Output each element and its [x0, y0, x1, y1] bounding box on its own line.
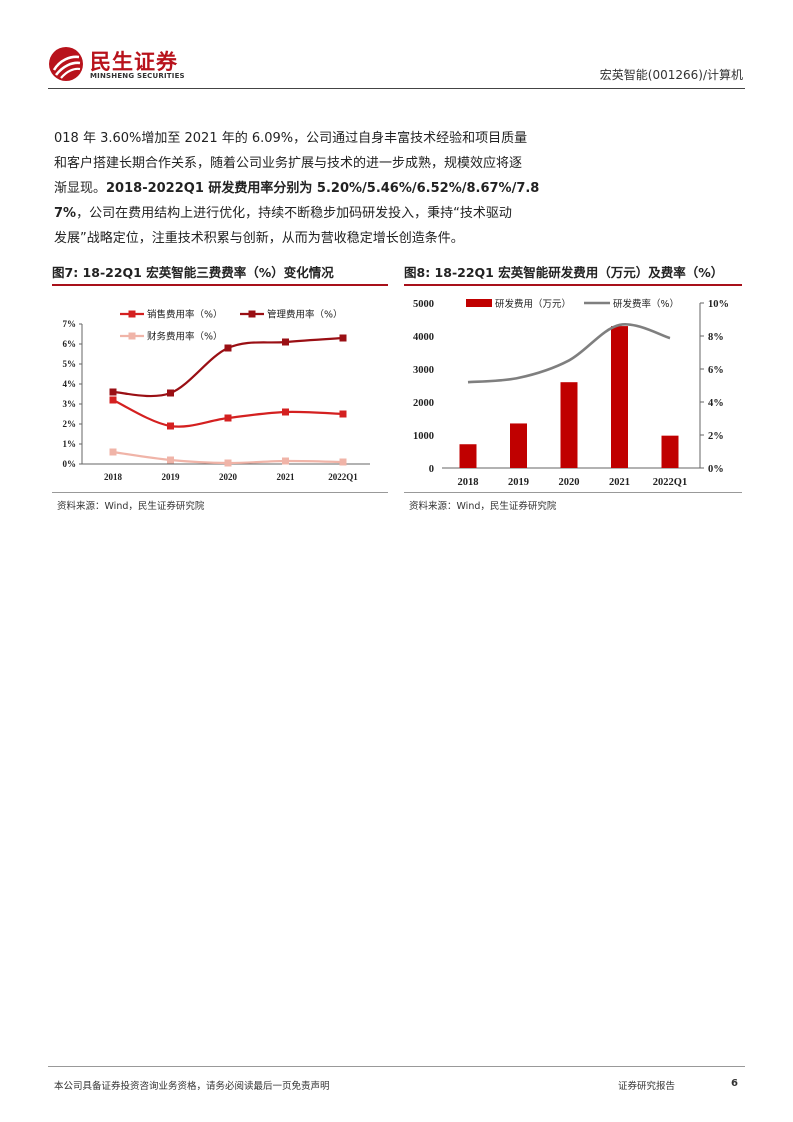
line-text: 018 年 3.60%增加至 2021 年的 6.09%，公司通过自身丰富技术经… [54, 131, 528, 146]
figure-source: 资料来源：Wind，民生证券研究院 [57, 501, 205, 512]
y-tick-label: 2% [63, 419, 77, 429]
figure-7: 图7: 18-22Q1 宏英智能三费费率（%）变化情况 0% 1% 2% 3% 4% 5%… [52, 262, 388, 514]
brand-name-en: MINSHENG SECURITIES [90, 72, 185, 80]
figure-title-rule [404, 284, 742, 286]
legend-marker [248, 310, 256, 318]
x-tick-label: 2018 [458, 477, 479, 488]
y-tick-label: 0 [429, 464, 434, 475]
footer-divider [48, 1066, 745, 1067]
y-tick-label: 5000 [413, 299, 434, 310]
y2-tick-label: 10% [708, 299, 729, 310]
header-divider [48, 88, 745, 89]
series-line [467, 323, 671, 384]
x-tick-label: 2019 [508, 477, 529, 488]
bar [510, 423, 527, 468]
legend-marker [128, 310, 136, 318]
paragraph-line: 和客户搭建长期合作关系，随着公司业务扩展与技术的进一步成熟，规模效应将逐 [54, 151, 544, 176]
x-tick-label: 2022Q1 [653, 477, 687, 488]
y2-tick-label: 6% [708, 365, 724, 376]
data-point [109, 388, 117, 396]
paragraph-line: 渐显现。2018-2022Q1 研发费用率分别为 5.20%/5.46%/6.5… [54, 176, 544, 201]
y-tick-label: 1000 [413, 431, 434, 442]
footer-disclaimer: 本公司具备证券投资咨询业务资格，请务必阅读最后一页免责声明 [54, 1081, 330, 1092]
data-point [339, 410, 347, 418]
data-point [224, 344, 232, 352]
figure-title: 图7: 18-22Q1 宏英智能三费费率（%）变化情况 [52, 265, 334, 280]
legend-label: 管理费用率（%） [267, 309, 343, 321]
x-tick-label: 2020 [559, 477, 580, 488]
data-point [167, 389, 174, 397]
legend-swatch [466, 299, 492, 307]
paragraph-line: 7%，公司在费用结构上进行优化，持续不断稳步加码研发投入，秉持“技术驱动 [54, 201, 544, 226]
data-point [339, 458, 347, 466]
x-tick-label: 2019 [162, 472, 181, 482]
bar [560, 382, 578, 468]
y-tick-label: 7% [63, 319, 77, 329]
y-tick-label: 0% [63, 459, 77, 469]
y2-tick-label: 0% [708, 464, 724, 475]
legend-label: 销售费用率（%） [147, 309, 223, 321]
document-reference: 宏英智能(001266)/计算机 [599, 68, 743, 82]
minsheng-logo-icon [49, 47, 83, 81]
y-tick-label: 2000 [413, 398, 434, 409]
bar [611, 326, 628, 468]
x-tick-label: 2021 [609, 477, 630, 488]
line-text: 渐显现。 [54, 181, 107, 196]
figure-title-rule [52, 284, 388, 286]
x-tick-label: 2021 [277, 472, 296, 482]
bar [661, 435, 679, 468]
y-tick-label: 6% [63, 339, 77, 349]
x-tick-label: 2020 [219, 472, 238, 482]
line-text: 和客户搭建长期合作关系，随着公司业务扩展与技术的进一步成熟，规模效应将逐 [54, 156, 523, 171]
data-point [109, 448, 117, 456]
x-tick-label: 2022Q1 [328, 472, 358, 482]
data-point [167, 422, 174, 430]
y2-tick-label: 4% [708, 398, 724, 409]
brand-logo: 民生证券 MINSHENG SECURITIES [48, 44, 208, 84]
y2-tick-label: 8% [708, 332, 724, 343]
data-point [167, 456, 174, 464]
series-line [112, 398, 344, 428]
y-tick-label: 5% [63, 359, 77, 369]
data-point [282, 408, 289, 416]
page-number: 6 [731, 1078, 738, 1089]
line-text-bold: 2018-2022Q1 研发费用率分别为 5.20%/5.46%/6.52%/8… [106, 181, 540, 196]
legend-label: 财务费用率（%） [147, 331, 223, 343]
data-point [282, 457, 289, 465]
figure-bottom-rule [404, 492, 742, 493]
rd-expense-combo-chart: 0 1000 2000 3000 4000 5000 0% 2% 4% 6% 8% 10% 2018 20… [413, 298, 729, 488]
paragraph-line: 发展”战略定位，注重技术积累与创新，从而为营收稳定增长创造条件。 [54, 226, 544, 251]
y-tick-label: 3% [63, 399, 77, 409]
data-point [282, 338, 289, 346]
legend-label: 研发费用（万元） [495, 298, 571, 310]
brand-name-cn: 民生证券 [90, 50, 178, 74]
line-text: ，公司在费用结构上进行优化，持续不断稳步加码研发投入，秉持“技术驱动 [76, 206, 512, 221]
data-point [109, 396, 117, 404]
paragraph-line: 018 年 3.60%增加至 2021 年的 6.09%，公司通过自身丰富技术经… [54, 126, 544, 151]
x-tick-label: 2018 [104, 472, 123, 482]
figure-source: 资料来源：Wind，民生证券研究院 [409, 501, 557, 512]
line-text-bold: 7% [54, 206, 77, 221]
y-tick-label: 4000 [413, 332, 434, 343]
data-point [339, 334, 347, 342]
expense-rate-line-chart: 0% 1% 2% 3% 4% 5% 6% 7% 2018 2019 2020 2021 2022Q1 销售… [63, 309, 370, 482]
body-paragraph: 018 年 3.60%增加至 2021 年的 6.09%，公司通过自身丰富技术经… [54, 126, 544, 251]
bar [459, 444, 477, 468]
data-point [224, 459, 232, 467]
y2-tick-label: 2% [708, 431, 724, 442]
line-text: 发展”战略定位，注重技术积累与创新，从而为营收稳定增长创造条件。 [54, 231, 464, 246]
figure-title: 图8: 18-22Q1 宏英智能研发费用（万元）及费率（%） [404, 265, 724, 280]
legend-label: 研发费率（%） [613, 298, 679, 310]
figure-bottom-rule [52, 492, 388, 493]
y-tick-label: 4% [63, 379, 77, 389]
y-tick-label: 3000 [413, 365, 434, 376]
footer-report-type: 证券研究报告 [618, 1081, 676, 1092]
y-tick-label: 1% [63, 439, 77, 449]
data-point [224, 414, 232, 422]
legend-marker [128, 332, 136, 340]
figure-8: 图8: 18-22Q1 宏英智能研发费用（万元）及费率（%） 0 1000 2000… [404, 262, 742, 514]
